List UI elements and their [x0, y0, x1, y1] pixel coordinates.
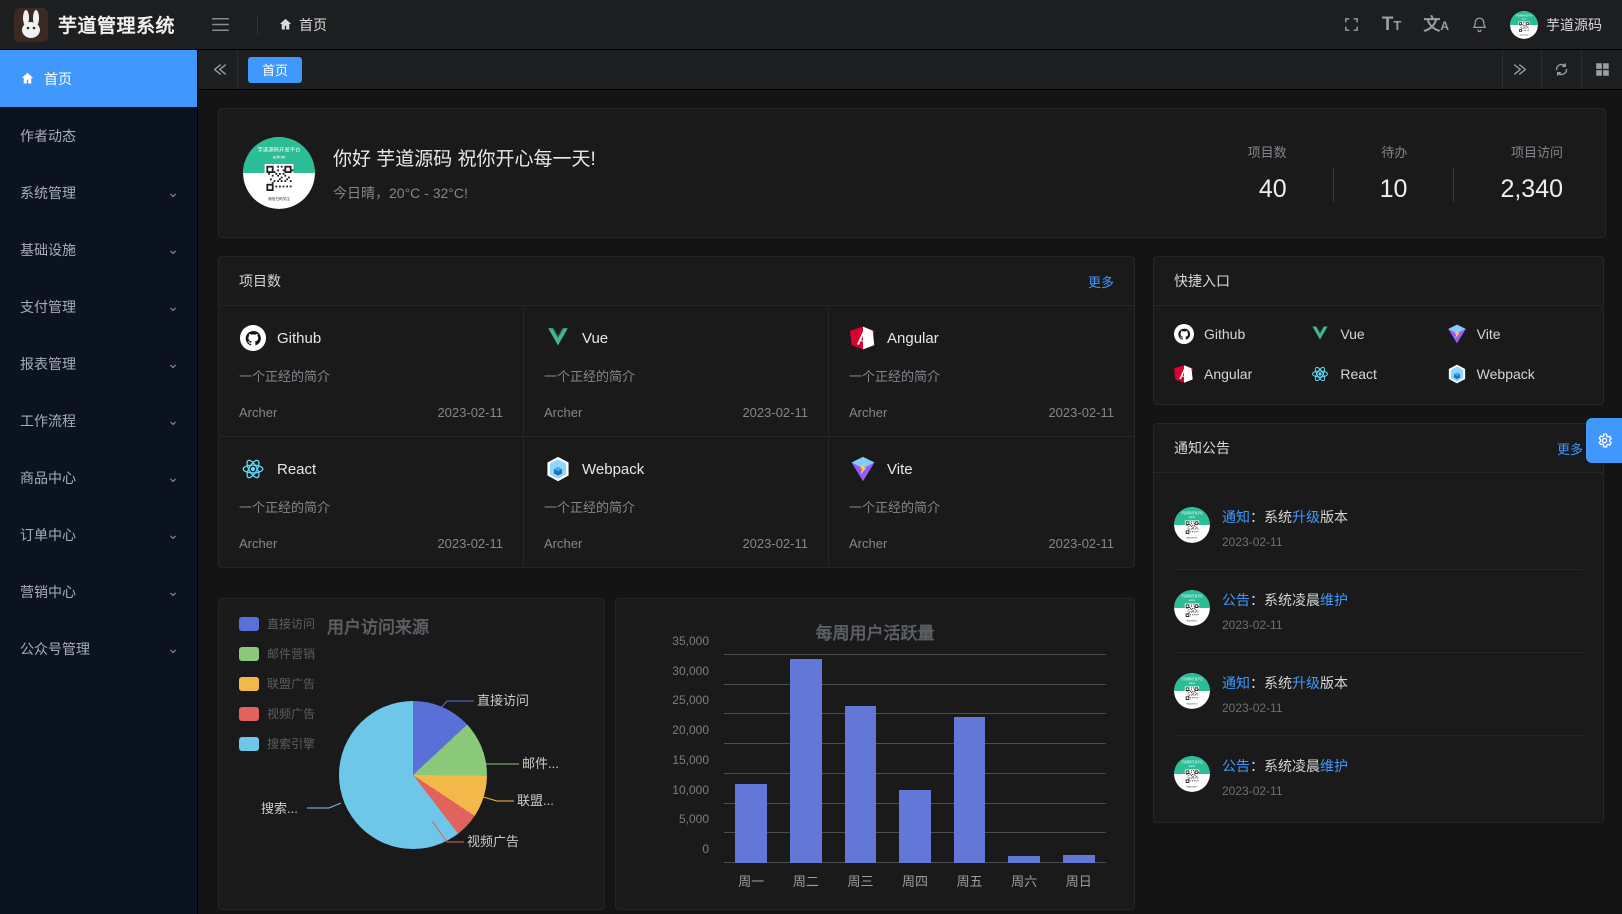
svg-text:联盟...: 联盟...	[517, 793, 554, 808]
svg-text:邮件...: 邮件...	[522, 756, 559, 771]
svg-text:搜索...: 搜索...	[261, 801, 298, 816]
